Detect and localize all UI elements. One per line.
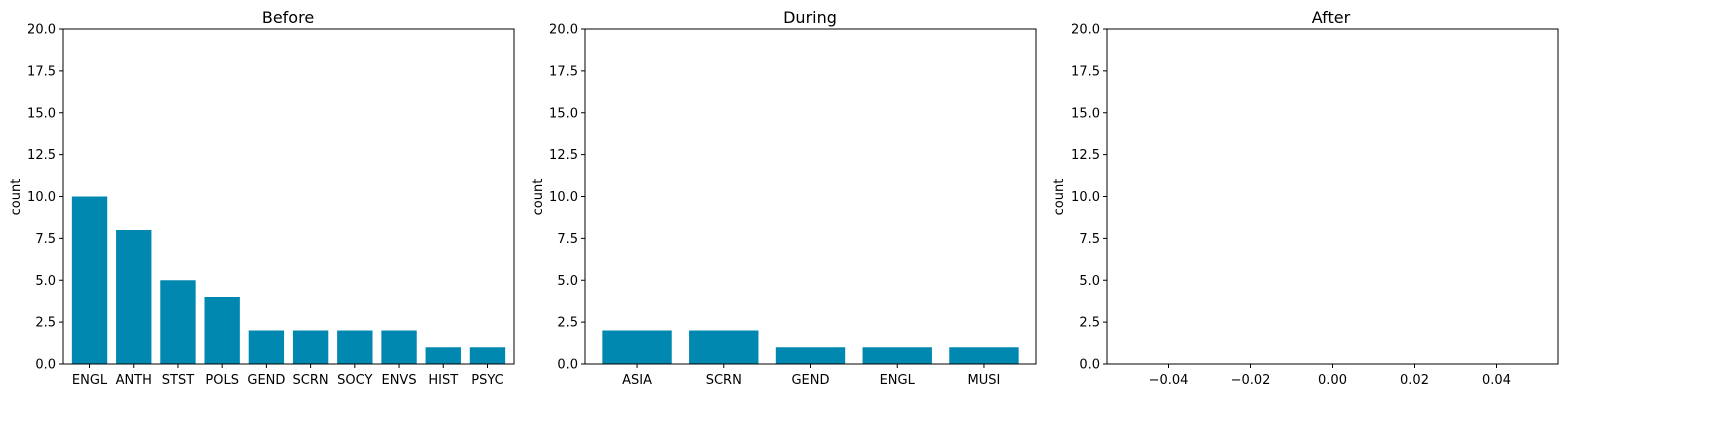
y-tick-label: 15.0 [27,106,56,121]
y-tick-label: 0.0 [35,358,56,373]
y-tick-label: 20.0 [549,23,578,38]
x-tick-label: ENGL [72,373,108,388]
bar-psyc [469,347,506,364]
bar-engl [862,347,932,364]
x-tick-label: −0.02 [1231,373,1271,388]
y-tick-label: 2.5 [1079,316,1100,331]
x-tick-label: ANTH [116,373,152,388]
y-tick-label: 10.0 [27,190,56,205]
bar-musi [949,347,1019,364]
y-tick-label: 7.5 [35,232,56,247]
x-tick-label: ASIA [622,373,652,388]
bar-scrn [689,330,759,364]
bar-anth [116,230,152,364]
bar-stst [160,280,196,364]
y-tick-label: 12.5 [27,148,56,163]
x-tick-label: ENVS [381,373,416,388]
panel-before: Before count ENGL ANTH STST POLS GEND SCRN SOC… [9,8,515,388]
bar-gend [775,347,846,364]
x-tick-label: PSYC [471,373,503,388]
x-tick-label: GEND [791,373,829,388]
x-tick-label: MUSI [968,373,1001,388]
bar-hist [425,347,461,364]
x-tick-label: SOCY [337,373,372,388]
bar-engl [71,196,108,364]
y-tick-label: 2.5 [35,316,56,331]
x-tick-label: 0.02 [1400,373,1429,388]
bar-pols [204,297,240,364]
y-tick-label: 15.0 [549,106,578,121]
axes-frame [1106,28,1559,365]
y-axis-label: count [531,179,546,216]
y-tick-label: 0.0 [557,358,578,373]
axes-frame [584,28,1037,365]
y-tick-label: 20.0 [27,23,56,38]
x-tick-label: STST [162,373,194,388]
panel-during: During count ASIA SCRN GEND ENGL MUSI 0.0 2.5 5… [531,8,1037,388]
x-tick-label: −0.04 [1149,373,1189,388]
y-tick-label: 10.0 [549,190,578,205]
y-tick-label: 17.5 [549,64,578,79]
x-tick-label: SCRN [293,373,329,388]
chart-title: During [783,8,837,27]
bar-asia [602,330,672,364]
y-tick-label: 7.5 [1079,232,1100,247]
y-tick-label: 10.0 [1071,190,1100,205]
bar-gend [248,330,285,364]
chart-title: Before [262,8,314,27]
y-tick-label: 20.0 [1071,23,1100,38]
y-axis-label: count [1052,179,1067,216]
y-tick-label: 15.0 [1071,106,1100,121]
x-tick-label: HIST [428,373,458,388]
axes-frame [62,28,515,365]
x-tick-label: 0.04 [1482,373,1511,388]
panel-after: After count −0.04 −0.02 0.00 0.02 0.04 0.0 2.5… [1052,8,1559,388]
y-tick-label: 7.5 [557,232,578,247]
bar-scrn [292,330,329,364]
y-tick-label: 12.5 [1071,148,1100,163]
y-tick-label: 0.0 [1079,358,1100,373]
chart-title: After [1312,8,1351,27]
bar-socy [337,330,373,364]
x-tick-label: ENGL [880,373,916,388]
y-tick-label: 5.0 [1079,274,1100,289]
bar-envs [381,330,417,364]
x-tick-label: SCRN [706,373,742,388]
y-tick-label: 5.0 [557,274,578,289]
y-tick-label: 17.5 [1071,64,1100,79]
y-tick-label: 2.5 [557,316,578,331]
x-tick-label: GEND [247,373,285,388]
x-tick-label: 0.00 [1318,373,1347,388]
x-tick-label: POLS [205,373,239,388]
y-tick-label: 12.5 [549,148,578,163]
y-axis-label: count [9,179,24,216]
y-tick-label: 17.5 [27,64,56,79]
y-tick-label: 5.0 [35,274,56,289]
